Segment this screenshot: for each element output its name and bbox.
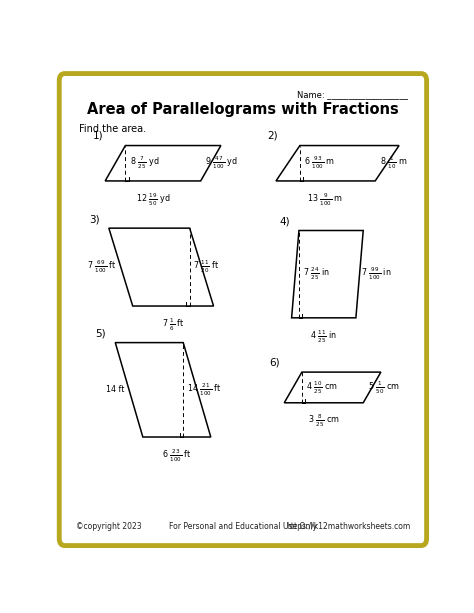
Text: 9 $\frac{47}{100}$ yd: 9 $\frac{47}{100}$ yd [205, 155, 238, 172]
Text: 8 $\frac{7}{25}$ yd: 8 $\frac{7}{25}$ yd [130, 155, 159, 172]
Text: Area of Parallelograms with Fractions: Area of Parallelograms with Fractions [87, 102, 399, 117]
Text: For Personal and Educational Use Only: For Personal and Educational Use Only [169, 522, 317, 531]
Text: https://k12mathworksheets.com: https://k12mathworksheets.com [286, 522, 410, 531]
Text: ©copyright 2023: ©copyright 2023 [76, 522, 141, 531]
Text: 14 $\frac{21}{100}$ ft: 14 $\frac{21}{100}$ ft [187, 382, 222, 398]
Text: 6): 6) [269, 357, 280, 367]
Text: 13 $\frac{9}{100}$ m: 13 $\frac{9}{100}$ m [308, 191, 344, 208]
Text: 6 $\frac{23}{100}$ ft: 6 $\frac{23}{100}$ ft [162, 447, 191, 463]
Text: Find the area.: Find the area. [80, 124, 146, 134]
Text: 4 $\frac{10}{25}$ cm: 4 $\frac{10}{25}$ cm [306, 379, 338, 395]
Text: 3 $\frac{8}{25}$ cm: 3 $\frac{8}{25}$ cm [308, 413, 340, 430]
Text: 5): 5) [95, 329, 106, 339]
Text: 12 $\frac{19}{50}$ yd: 12 $\frac{19}{50}$ yd [136, 191, 170, 208]
Text: 7 $\frac{11}{20}$ ft: 7 $\frac{11}{20}$ ft [193, 259, 219, 275]
FancyBboxPatch shape [59, 74, 427, 546]
Text: 4 $\frac{11}{25}$ in: 4 $\frac{11}{25}$ in [310, 328, 337, 345]
Text: Name: ___________________: Name: ___________________ [297, 90, 408, 99]
Text: 7 $\frac{69}{100}$ ft: 7 $\frac{69}{100}$ ft [87, 259, 117, 275]
Text: 3): 3) [89, 215, 100, 224]
Text: 7 $\frac{24}{25}$ in: 7 $\frac{24}{25}$ in [303, 266, 330, 283]
Text: 6 $\frac{93}{100}$ m: 6 $\frac{93}{100}$ m [304, 155, 336, 172]
Text: 14 ft: 14 ft [106, 386, 125, 394]
Text: 4): 4) [279, 217, 290, 227]
Text: 7 $\frac{99}{100}$ in: 7 $\frac{99}{100}$ in [361, 266, 392, 283]
Text: 7 $\frac{1}{6}$ ft: 7 $\frac{1}{6}$ ft [162, 316, 184, 333]
Text: 8 $\frac{1}{10}$ m: 8 $\frac{1}{10}$ m [380, 155, 407, 172]
Text: 1): 1) [93, 131, 103, 141]
Text: 5 $\frac{1}{50}$ cm: 5 $\frac{1}{50}$ cm [368, 379, 400, 395]
Text: 2): 2) [267, 131, 278, 141]
